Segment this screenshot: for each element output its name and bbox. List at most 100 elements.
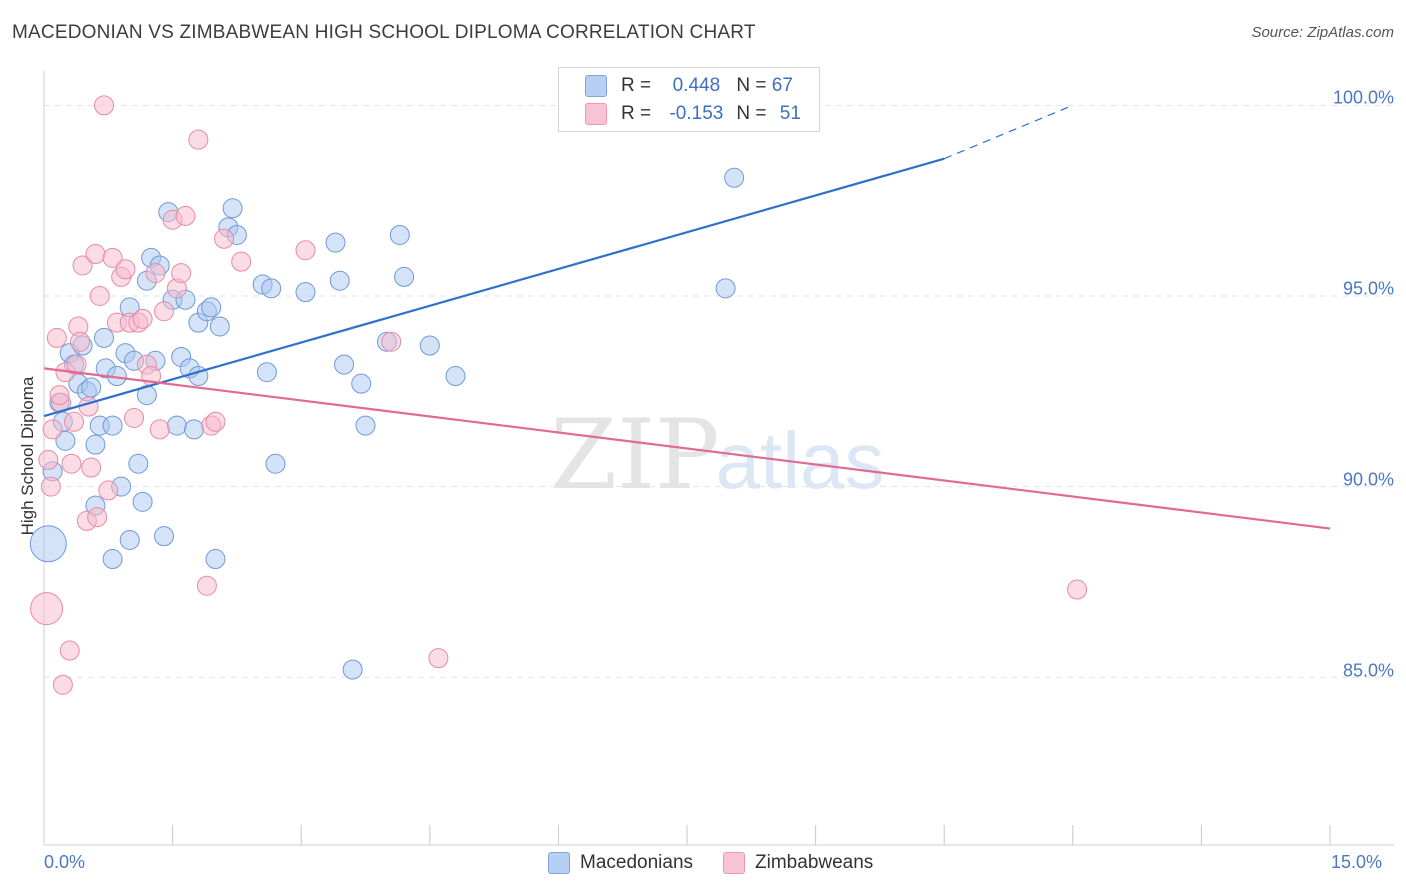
zimbabwean-point [132,308,153,329]
zimbabwean-point [78,396,99,417]
macedonian-point [256,362,277,383]
legend-n-value: 67 [771,75,793,96]
zimbabweans-trend-line [43,367,1331,530]
macedonian-point [205,549,226,570]
watermark-zip: ZIP [550,399,719,511]
zimbabwean-point [87,507,108,528]
macedonian-point [55,430,76,451]
zimbabwean-point [94,95,115,116]
zimbabwean-point [49,385,70,406]
legend-swatch-blue [585,75,607,97]
macedonian-point [102,415,123,436]
zimbabwean-point [42,419,63,440]
macedonian-point [85,434,106,455]
legend-n-label: N = [736,103,767,124]
zimbabwean-point [145,263,166,284]
zimbabwean-point [30,592,64,626]
macedonian-point [102,549,123,570]
zimbabweans-points [30,95,1088,695]
zimbabwean-point [196,575,217,596]
macedonian-point [445,366,466,387]
y-tick-label: 100.0% [1332,87,1394,108]
zimbabwean-point [70,331,91,352]
macedonian-point [419,335,440,356]
legend-r-label: R = [621,103,652,124]
zimbabwean-point [175,205,196,226]
legend-swatch-pink [585,103,607,125]
macedonian-point [715,278,736,299]
chart-title: MACEDONIAN VS ZIMBABWEAN HIGH SCHOOL DIP… [12,22,756,43]
macedonian-point [394,266,415,287]
macedonian-point [29,525,67,563]
legend-row-macedonians: R = 0.448 N = 67 [585,73,793,99]
macedonian-point [329,270,350,291]
trend-lines [43,104,1331,530]
macedonian-point [295,282,316,303]
legend-label-zimbabweans: Zimbabweans [755,852,874,873]
watermark-atlas: atlas [716,416,885,505]
zimbabwean-point [46,327,67,348]
legend-r-value: 0.448 [672,75,721,96]
source-label: Source: ZipAtlas.com [1251,24,1394,41]
macedonian-point [261,278,282,299]
macedonian-point [132,491,153,512]
zimbabwean-point [154,301,175,322]
legend-n-value: 51 [779,103,801,124]
zimbabwean-point [98,480,119,501]
macedonian-point [184,419,205,440]
y-tick-label: 90.0% [1342,469,1394,490]
zimbabwean-point [149,419,170,440]
y-tick-label: 95.0% [1342,278,1394,299]
macedonian-point [325,232,346,253]
macedonian-point [128,453,149,474]
macedonian-point [94,327,115,348]
x-tick-label: 0.0% [44,852,86,872]
zimbabwean-point [40,476,61,497]
series-legend: Macedonians Zimbabweans [548,852,903,874]
zimbabwean-point [188,129,209,150]
zimbabwean-point [59,640,80,661]
zimbabwean-point [72,255,93,276]
macedonian-point [209,316,230,337]
zimbabwean-point [124,407,145,428]
zimbabwean-point [38,449,59,470]
zimbabwean-point [428,648,449,669]
macedonian-point [119,529,140,550]
macedonian-point [342,659,363,680]
zimbabwean-point [295,240,316,261]
legend-row-zimbabweans: R = -0.153 N = 51 [585,101,801,127]
zimbabwean-point [205,411,226,432]
legend-item-macedonians[interactable]: Macedonians [548,852,693,874]
zimbabwean-point [231,251,252,272]
zimbabwean-point [89,285,110,306]
zimbabwean-point [64,411,85,432]
macedonian-point [166,415,187,436]
zimbabwean-point [61,453,82,474]
legend-swatch-blue [548,852,570,874]
macedonian-point [351,373,372,394]
stats-legend: R = 0.448 N = 67 R = -0.153 N = 51 [558,67,820,132]
legend-n-label: N = [736,75,767,96]
zimbabwean-point [52,674,73,695]
legend-swatch-pink [723,852,746,874]
macedonian-point [81,377,102,398]
macedonians-trend-extension [943,104,1074,160]
macedonians-trend-line [43,157,945,418]
macedonian-point [334,354,355,375]
macedonian-point [265,453,286,474]
legend-item-zimbabweans[interactable]: Zimbabweans [723,852,873,874]
legend-r-label: R = [621,75,652,96]
legend-r-value: -0.153 [669,103,724,124]
macedonian-point [389,224,410,245]
macedonians-points [29,95,758,680]
macedonian-point [355,415,376,436]
gridlines [44,104,1394,678]
zimbabwean-point [214,228,235,249]
zimbabwean-point [81,457,102,478]
zimbabwean-point [381,331,402,352]
y-tick-label: 85.0% [1342,660,1394,681]
zimbabwean-point [115,259,136,280]
x-tick-label: 15.0% [1331,852,1383,872]
